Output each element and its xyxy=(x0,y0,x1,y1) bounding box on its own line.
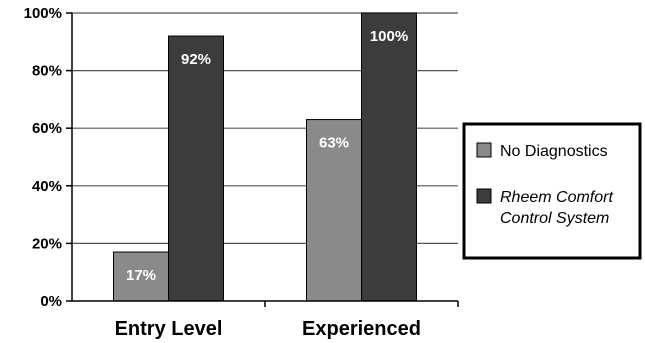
y-tick-label: 100% xyxy=(24,5,62,22)
legend-label: Control System xyxy=(500,210,609,227)
x-category-labels: Entry Level Experienced xyxy=(115,318,421,340)
legend-label: Rheem Comfort xyxy=(500,189,613,206)
data-label: 92% xyxy=(181,51,211,68)
legend-swatch xyxy=(476,188,492,204)
y-tick-label: 80% xyxy=(32,63,62,80)
bars: 17% 92% 63% 100% xyxy=(113,12,417,302)
bar xyxy=(361,12,417,302)
y-tick-label: 20% xyxy=(32,235,62,252)
data-label: 63% xyxy=(319,135,349,152)
x-category-label: Experienced xyxy=(302,318,421,340)
legend-label: No Diagnostics xyxy=(500,143,608,160)
axes xyxy=(66,12,459,307)
bar xyxy=(168,35,224,302)
data-label: 100% xyxy=(370,28,408,45)
legend-swatch xyxy=(476,142,492,158)
x-category-label: Entry Level xyxy=(115,318,223,340)
y-tick-label: 0% xyxy=(40,293,62,310)
y-tick-label: 40% xyxy=(32,178,62,195)
legend-box xyxy=(462,122,642,260)
y-tick-label: 60% xyxy=(32,120,62,137)
legend: No Diagnostics Rheem Comfort Control Syste… xyxy=(462,122,642,260)
bar xyxy=(113,251,169,302)
y-tick-labels: 0% 20% 40% 60% 80% 100% xyxy=(24,5,62,310)
data-label: 17% xyxy=(126,267,156,284)
